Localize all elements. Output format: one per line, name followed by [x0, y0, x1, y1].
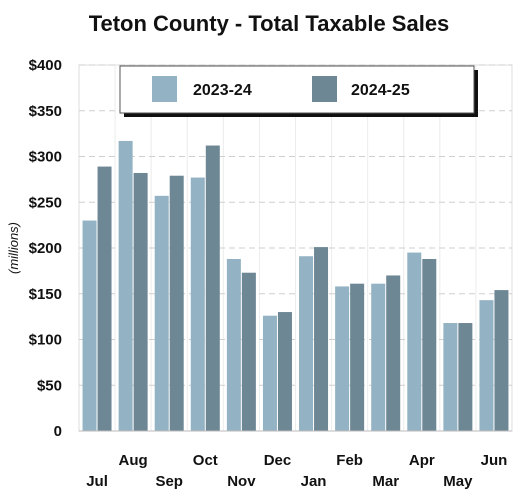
y-tick-label: $150 [29, 286, 62, 303]
x-tick-label: Nov [227, 473, 256, 490]
legend-swatch [312, 76, 337, 102]
y-tick-label: $200 [29, 240, 62, 257]
bar-2023-24-Feb [335, 286, 350, 431]
x-tick-label: Jun [481, 452, 508, 469]
bar-2023-24-Jul [82, 220, 97, 431]
bar-2024-25-Jul [97, 166, 112, 431]
x-axis-ticks: Jul Aug Sep Oct Nov Dec Jan Feb Mar Apr May Jun [86, 452, 507, 490]
x-tick-label: Dec [264, 452, 292, 469]
bar-2024-25-Jan [314, 247, 329, 431]
x-tick-label: May [443, 473, 473, 490]
bars [79, 140, 512, 432]
bar-2023-24-Aug [118, 140, 133, 431]
bar-2024-25-Dec [277, 312, 292, 431]
x-tick-label: Oct [193, 452, 218, 469]
x-tick-label: Aug [119, 452, 148, 469]
bar-2024-25-Apr [422, 258, 437, 431]
bar-2024-25-Mar [386, 275, 401, 431]
bar-2024-25-Sep [169, 175, 184, 431]
legend-swatch [152, 76, 177, 102]
bar-2023-24-Oct [190, 177, 205, 431]
y-axis-ticks: 0 $50 $100 $150 $200 $250 $300 $350 $400 [29, 57, 62, 440]
legend: 2023-24 2024-25 [119, 65, 478, 117]
bar-2023-24-Mar [371, 283, 386, 431]
bar-2024-25-Nov [241, 272, 256, 431]
y-axis-label: (millions) [6, 222, 21, 274]
y-tick-label: 0 [54, 423, 62, 440]
x-tick-label: Jan [301, 473, 327, 490]
y-tick-label: $400 [29, 57, 62, 74]
bar-2023-24-May [443, 323, 458, 431]
legend-label: 2023-24 [193, 82, 252, 99]
y-tick-label: $350 [29, 103, 62, 120]
x-tick-label: Apr [409, 452, 435, 469]
x-tick-label: Jul [86, 473, 108, 490]
bar-2023-24-Jun [479, 300, 494, 431]
bar-2024-25-Oct [205, 145, 220, 431]
bar-2023-24-Jan [299, 256, 314, 431]
legend-label: 2024-25 [351, 82, 410, 99]
x-tick-label: Feb [336, 452, 363, 469]
bar-2024-25-Aug [133, 172, 148, 431]
legend-box [119, 65, 475, 114]
bar-2023-24-Sep [154, 195, 169, 431]
x-tick-label: Sep [155, 473, 183, 490]
bar-2023-24-Apr [407, 252, 422, 431]
bar-2023-24-Dec [262, 315, 277, 431]
y-tick-label: $300 [29, 149, 62, 166]
y-tick-label: $250 [29, 194, 62, 211]
bar-2024-25-Feb [350, 283, 365, 431]
bar-2023-24-Nov [226, 258, 241, 431]
y-tick-label: $50 [37, 377, 62, 394]
x-tick-label: Mar [372, 473, 399, 490]
bar-2024-25-Jun [494, 290, 509, 431]
y-tick-label: $100 [29, 332, 62, 349]
bar-2024-25-May [458, 323, 473, 431]
chart-title: Teton County - Total Taxable Sales [89, 11, 450, 36]
